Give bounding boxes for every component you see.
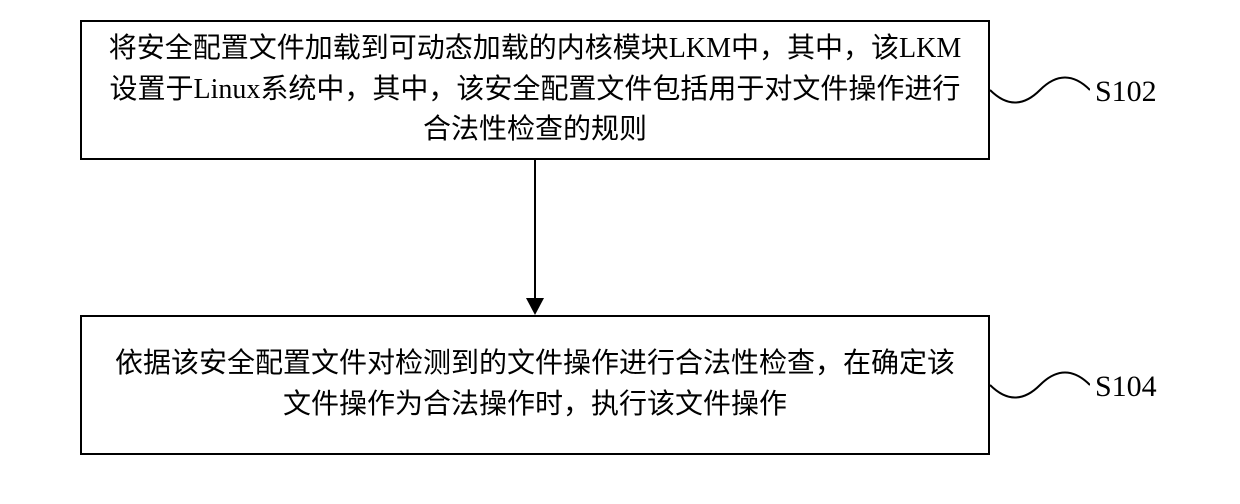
flowchart-diagram: 将安全配置文件加载到可动态加载的内核模块LKM中，其中，该LKM设置于Linux… xyxy=(0,0,1240,504)
flowchart-node-s102: 将安全配置文件加载到可动态加载的内核模块LKM中，其中，该LKM设置于Linux… xyxy=(80,20,990,160)
connector-curve-s104 xyxy=(990,355,1090,415)
connector-curve-s102 xyxy=(990,60,1090,120)
flowchart-node-s102-text: 将安全配置文件加载到可动态加载的内核模块LKM中，其中，该LKM设置于Linux… xyxy=(102,29,968,151)
flowchart-node-s104-text: 依据该安全配置文件对检测到的文件操作进行合法性检查，在确定该文件操作为合法操作时… xyxy=(102,344,968,425)
flowchart-node-s104: 依据该安全配置文件对检测到的文件操作进行合法性检查，在确定该文件操作为合法操作时… xyxy=(80,315,990,455)
step-label-s102: S102 xyxy=(1095,75,1157,109)
flowchart-arrow xyxy=(520,160,550,320)
step-label-s104: S104 xyxy=(1095,370,1157,404)
